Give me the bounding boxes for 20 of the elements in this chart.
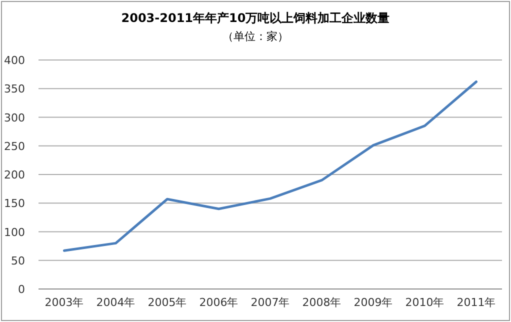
y-tick-label: 50 xyxy=(11,254,25,268)
y-tick-label: 350 xyxy=(4,82,25,96)
y-tick-label: 200 xyxy=(4,168,25,182)
x-tick-label: 2005年 xyxy=(148,296,187,309)
y-tick-label: 300 xyxy=(4,111,25,124)
chart-title: 2003-2011年年产10万吨以上饲料加工企业数量 xyxy=(121,11,390,25)
chart-subtitle: （单位：家） xyxy=(222,30,288,43)
y-tick-label: 150 xyxy=(4,197,25,210)
x-tick-label: 2009年 xyxy=(354,296,393,309)
y-tick-label: 100 xyxy=(4,226,25,239)
x-tick-label: 2011年 xyxy=(456,296,496,309)
x-tick-label: 2007年 xyxy=(250,296,290,309)
y-tick-label: 250 xyxy=(4,140,25,153)
x-tick-label: 2010年 xyxy=(405,296,444,309)
x-tick-label: 2004年 xyxy=(96,296,136,309)
y-tick-label: 0 xyxy=(18,283,25,296)
x-tick-label: 2003年 xyxy=(44,296,84,309)
x-tick-label: 2006年 xyxy=(199,296,238,309)
x-tick-label: 2008年 xyxy=(302,296,342,309)
y-tick-label: 400 xyxy=(4,54,25,67)
